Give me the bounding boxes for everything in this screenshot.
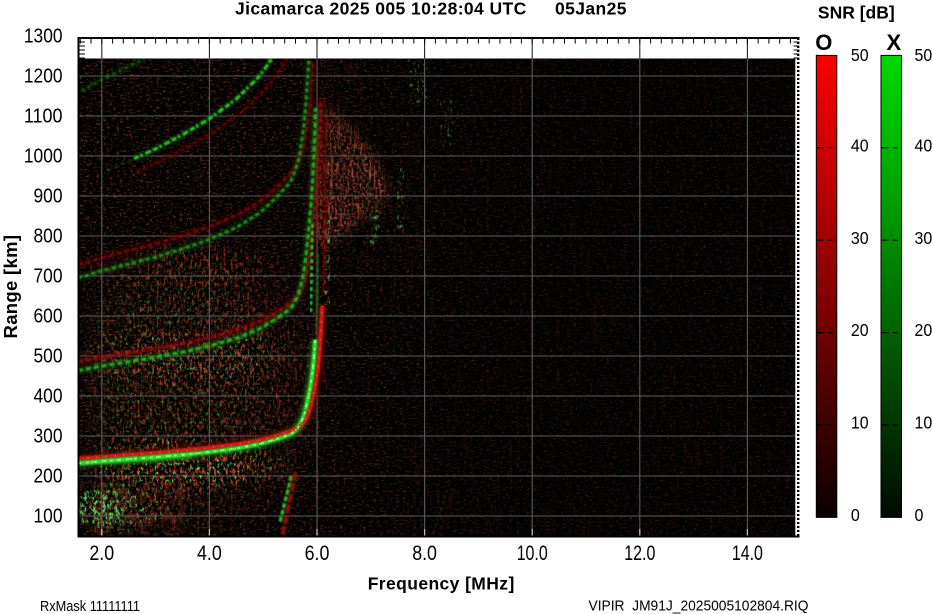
svg-text:200: 200 — [34, 465, 63, 487]
svg-text:14.0: 14.0 — [732, 542, 763, 565]
svg-text:600: 600 — [34, 305, 63, 327]
svg-text:0: 0 — [915, 505, 924, 525]
svg-text:40: 40 — [915, 135, 932, 155]
svg-text:VIPIR JM91J_2025005102804.RIQ: VIPIR JM91J_2025005102804.RIQ — [589, 598, 809, 614]
svg-text:Range [km]: Range [km] — [0, 235, 21, 339]
svg-text:20: 20 — [915, 320, 932, 340]
svg-text:2.0: 2.0 — [89, 542, 114, 565]
svg-text:400: 400 — [34, 385, 63, 407]
svg-text:12.0: 12.0 — [624, 542, 655, 565]
svg-text:4.0: 4.0 — [197, 542, 222, 565]
svg-text:10: 10 — [915, 413, 932, 433]
svg-text:Jicamarca 2025 005 10:28:04 UT: Jicamarca 2025 005 10:28:04 UTC — [235, 0, 527, 18]
svg-text:10.0: 10.0 — [517, 542, 548, 565]
svg-text:20: 20 — [851, 320, 869, 340]
svg-text:8.0: 8.0 — [412, 542, 437, 565]
svg-text:O: O — [815, 30, 832, 55]
svg-text:Frequency [MHz]: Frequency [MHz] — [368, 574, 515, 594]
svg-text:RxMask 11111111: RxMask 11111111 — [40, 598, 140, 614]
svg-text:1100: 1100 — [24, 105, 63, 127]
svg-text:50: 50 — [851, 45, 869, 65]
svg-text:05Jan25: 05Jan25 — [555, 0, 627, 18]
svg-text:50: 50 — [915, 45, 932, 65]
svg-text:900: 900 — [34, 185, 63, 207]
svg-text:500: 500 — [34, 345, 63, 367]
svg-text:0: 0 — [851, 505, 860, 525]
svg-text:700: 700 — [34, 265, 63, 287]
svg-text:1300: 1300 — [24, 25, 63, 47]
svg-text:X: X — [887, 30, 902, 55]
svg-text:30: 30 — [851, 228, 869, 248]
svg-text:6.0: 6.0 — [305, 542, 330, 565]
svg-text:300: 300 — [34, 425, 63, 447]
svg-text:SNR [dB]: SNR [dB] — [818, 3, 895, 23]
svg-text:800: 800 — [34, 225, 63, 247]
svg-text:1200: 1200 — [24, 65, 63, 87]
svg-text:1000: 1000 — [24, 145, 63, 167]
svg-text:100: 100 — [34, 505, 63, 527]
svg-text:10: 10 — [851, 413, 869, 433]
svg-text:40: 40 — [851, 135, 869, 155]
svg-text:30: 30 — [915, 228, 932, 248]
